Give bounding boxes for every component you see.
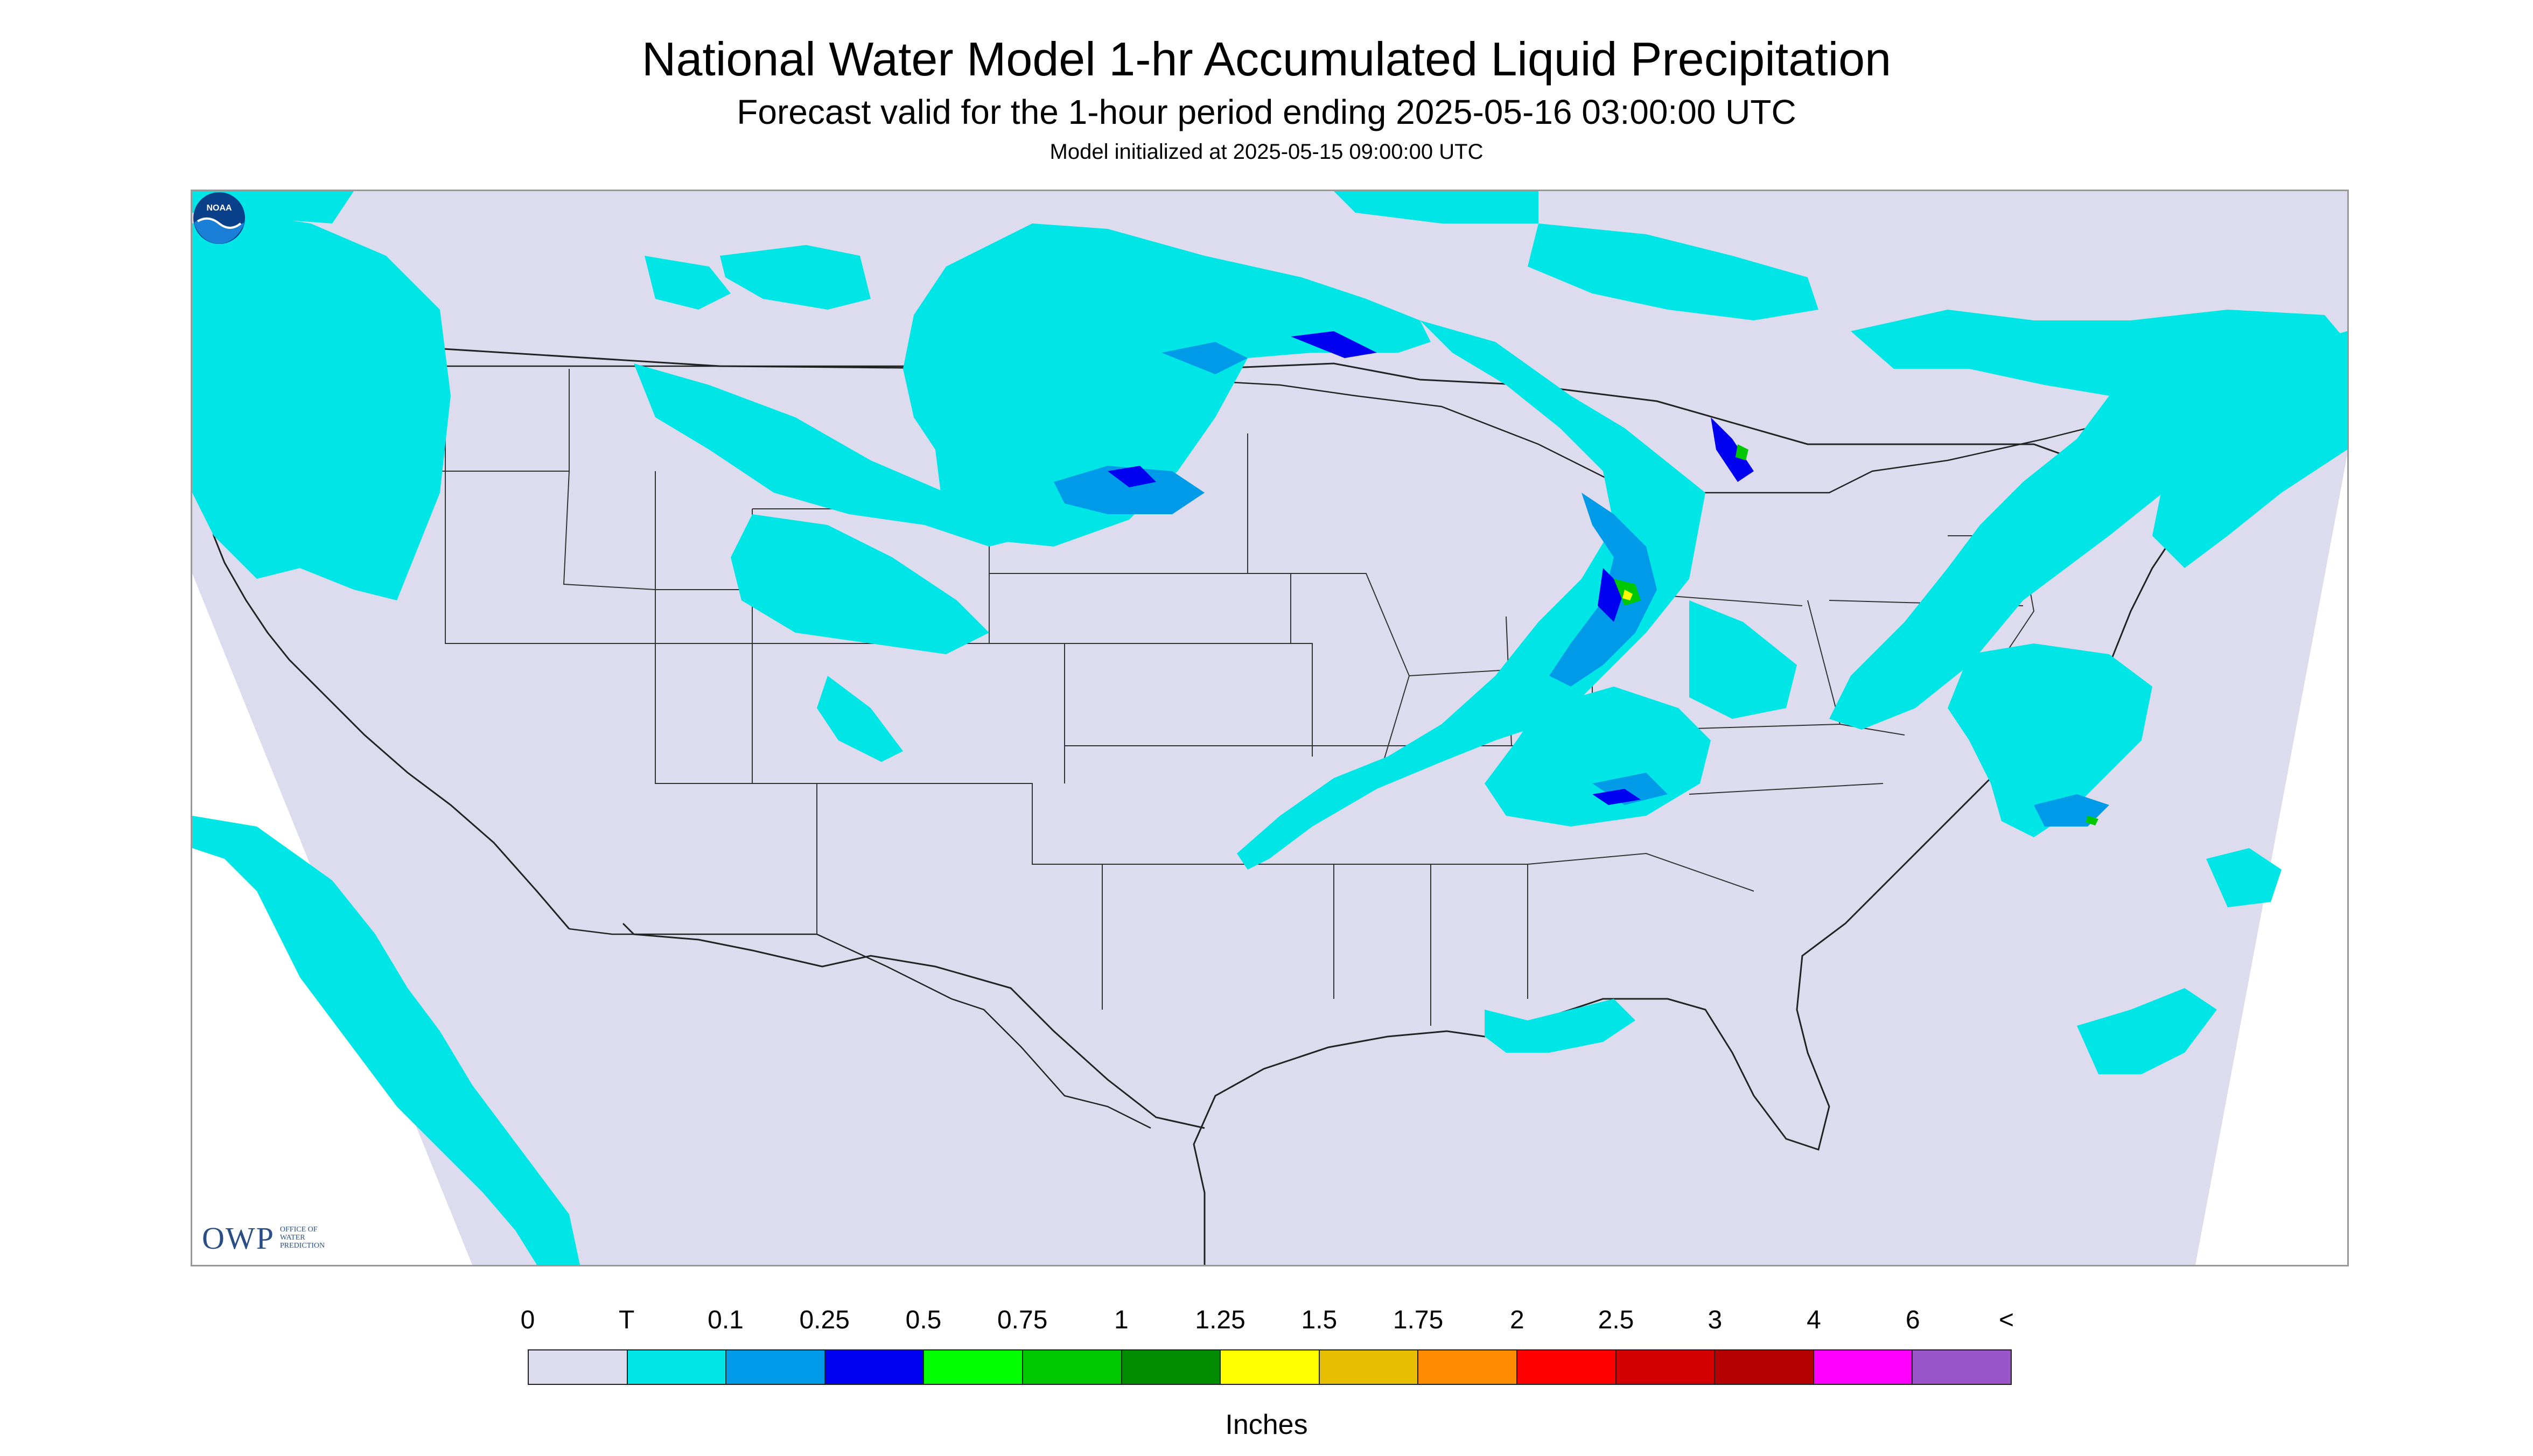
owp-logo-line-2: Water xyxy=(279,1234,305,1242)
colorbar-label: < xyxy=(1998,1306,2014,1334)
colorbar-swatch xyxy=(1221,1350,1320,1384)
precip-mid xyxy=(1054,342,2109,827)
colorbar-label: 6 xyxy=(1905,1306,1920,1334)
colorbar-label: 2 xyxy=(1509,1306,1524,1334)
colorbar-swatch xyxy=(1616,1350,1716,1384)
colorbar-label: 0.5 xyxy=(905,1306,942,1334)
owp-logo-line-1: Office of xyxy=(279,1226,318,1234)
colorbar-label: 1.5 xyxy=(1301,1306,1338,1334)
colorbar-swatch xyxy=(1319,1350,1419,1384)
colorbar-label: 2.5 xyxy=(1598,1306,1634,1334)
colorbar-label: 3 xyxy=(1708,1306,1723,1334)
precip-extreme xyxy=(1614,444,2098,825)
colorbar-label: 1 xyxy=(1114,1306,1129,1334)
colorbar-label: 0 xyxy=(520,1306,535,1334)
colorbar-swatch xyxy=(1418,1350,1517,1384)
colorbar-label: 0.25 xyxy=(799,1306,850,1334)
colorbar-swatch xyxy=(1913,1350,2011,1384)
chart-subtitle: Forecast valid for the 1-hour period end… xyxy=(737,93,1796,131)
colorbar-swatch xyxy=(924,1350,1023,1384)
precip-heavy xyxy=(1108,331,1754,805)
colorbar-swatch xyxy=(1122,1350,1221,1384)
us-mexico-border xyxy=(569,928,1151,1129)
colorbar-swatch xyxy=(529,1350,628,1384)
model-init-line: Model initialized at 2025-05-15 09:00:00… xyxy=(1049,140,1484,164)
colorbar-swatch xyxy=(825,1350,925,1384)
colorbar xyxy=(528,1349,2012,1385)
colorbar-swatch xyxy=(1715,1350,1814,1384)
colorbar-label: 1.25 xyxy=(1195,1306,1245,1334)
owp-logo-subtitle: Office of Water Prediction xyxy=(280,1226,325,1250)
colorbar-tick-labels: 0 T 0.1 0.25 0.5 0.75 1 1.25 1.5 1.75 2 … xyxy=(521,1305,2014,1338)
owp-logo: OWP Office of Water Prediction xyxy=(202,1220,325,1256)
colorbar-legend: 0 T 0.1 0.25 0.5 0.75 1 1.25 1.5 1.75 2 … xyxy=(521,1292,2014,1454)
colorbar-label: 4 xyxy=(1807,1306,1821,1334)
owp-logo-line-3: Prediction xyxy=(279,1241,325,1250)
colorbar-label: 0.1 xyxy=(708,1306,744,1334)
colorbar-label: 0.75 xyxy=(997,1306,1048,1334)
map-canvas xyxy=(192,191,2347,1265)
colorbar-units: Inches xyxy=(1225,1409,1308,1440)
colorbar-swatch xyxy=(1023,1350,1122,1384)
owp-logo-mark: OWP xyxy=(202,1221,275,1256)
precipitation-map: OWP Office of Water Prediction NOAA xyxy=(191,190,2349,1266)
noaa-logo: NOAA xyxy=(193,192,245,244)
colorbar-swatch xyxy=(1814,1350,1913,1384)
colorbar-swatch xyxy=(726,1350,825,1384)
noaa-logo-text: NOAA xyxy=(206,204,232,213)
chart-title: National Water Model 1-hr Accumulated Li… xyxy=(641,32,1892,86)
colorbar-label: T xyxy=(619,1306,635,1334)
colorbar-swatch xyxy=(627,1350,727,1384)
colorbar-label: 1.75 xyxy=(1393,1306,1444,1334)
colorbar-swatch xyxy=(1517,1350,1617,1384)
